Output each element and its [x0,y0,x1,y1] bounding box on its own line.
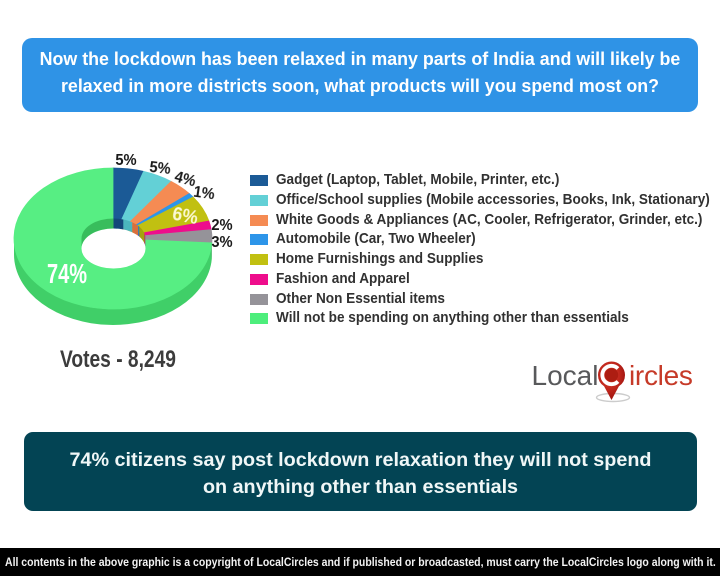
svg-text:Local: Local [532,360,599,391]
svg-text:ircles: ircles [629,360,693,391]
